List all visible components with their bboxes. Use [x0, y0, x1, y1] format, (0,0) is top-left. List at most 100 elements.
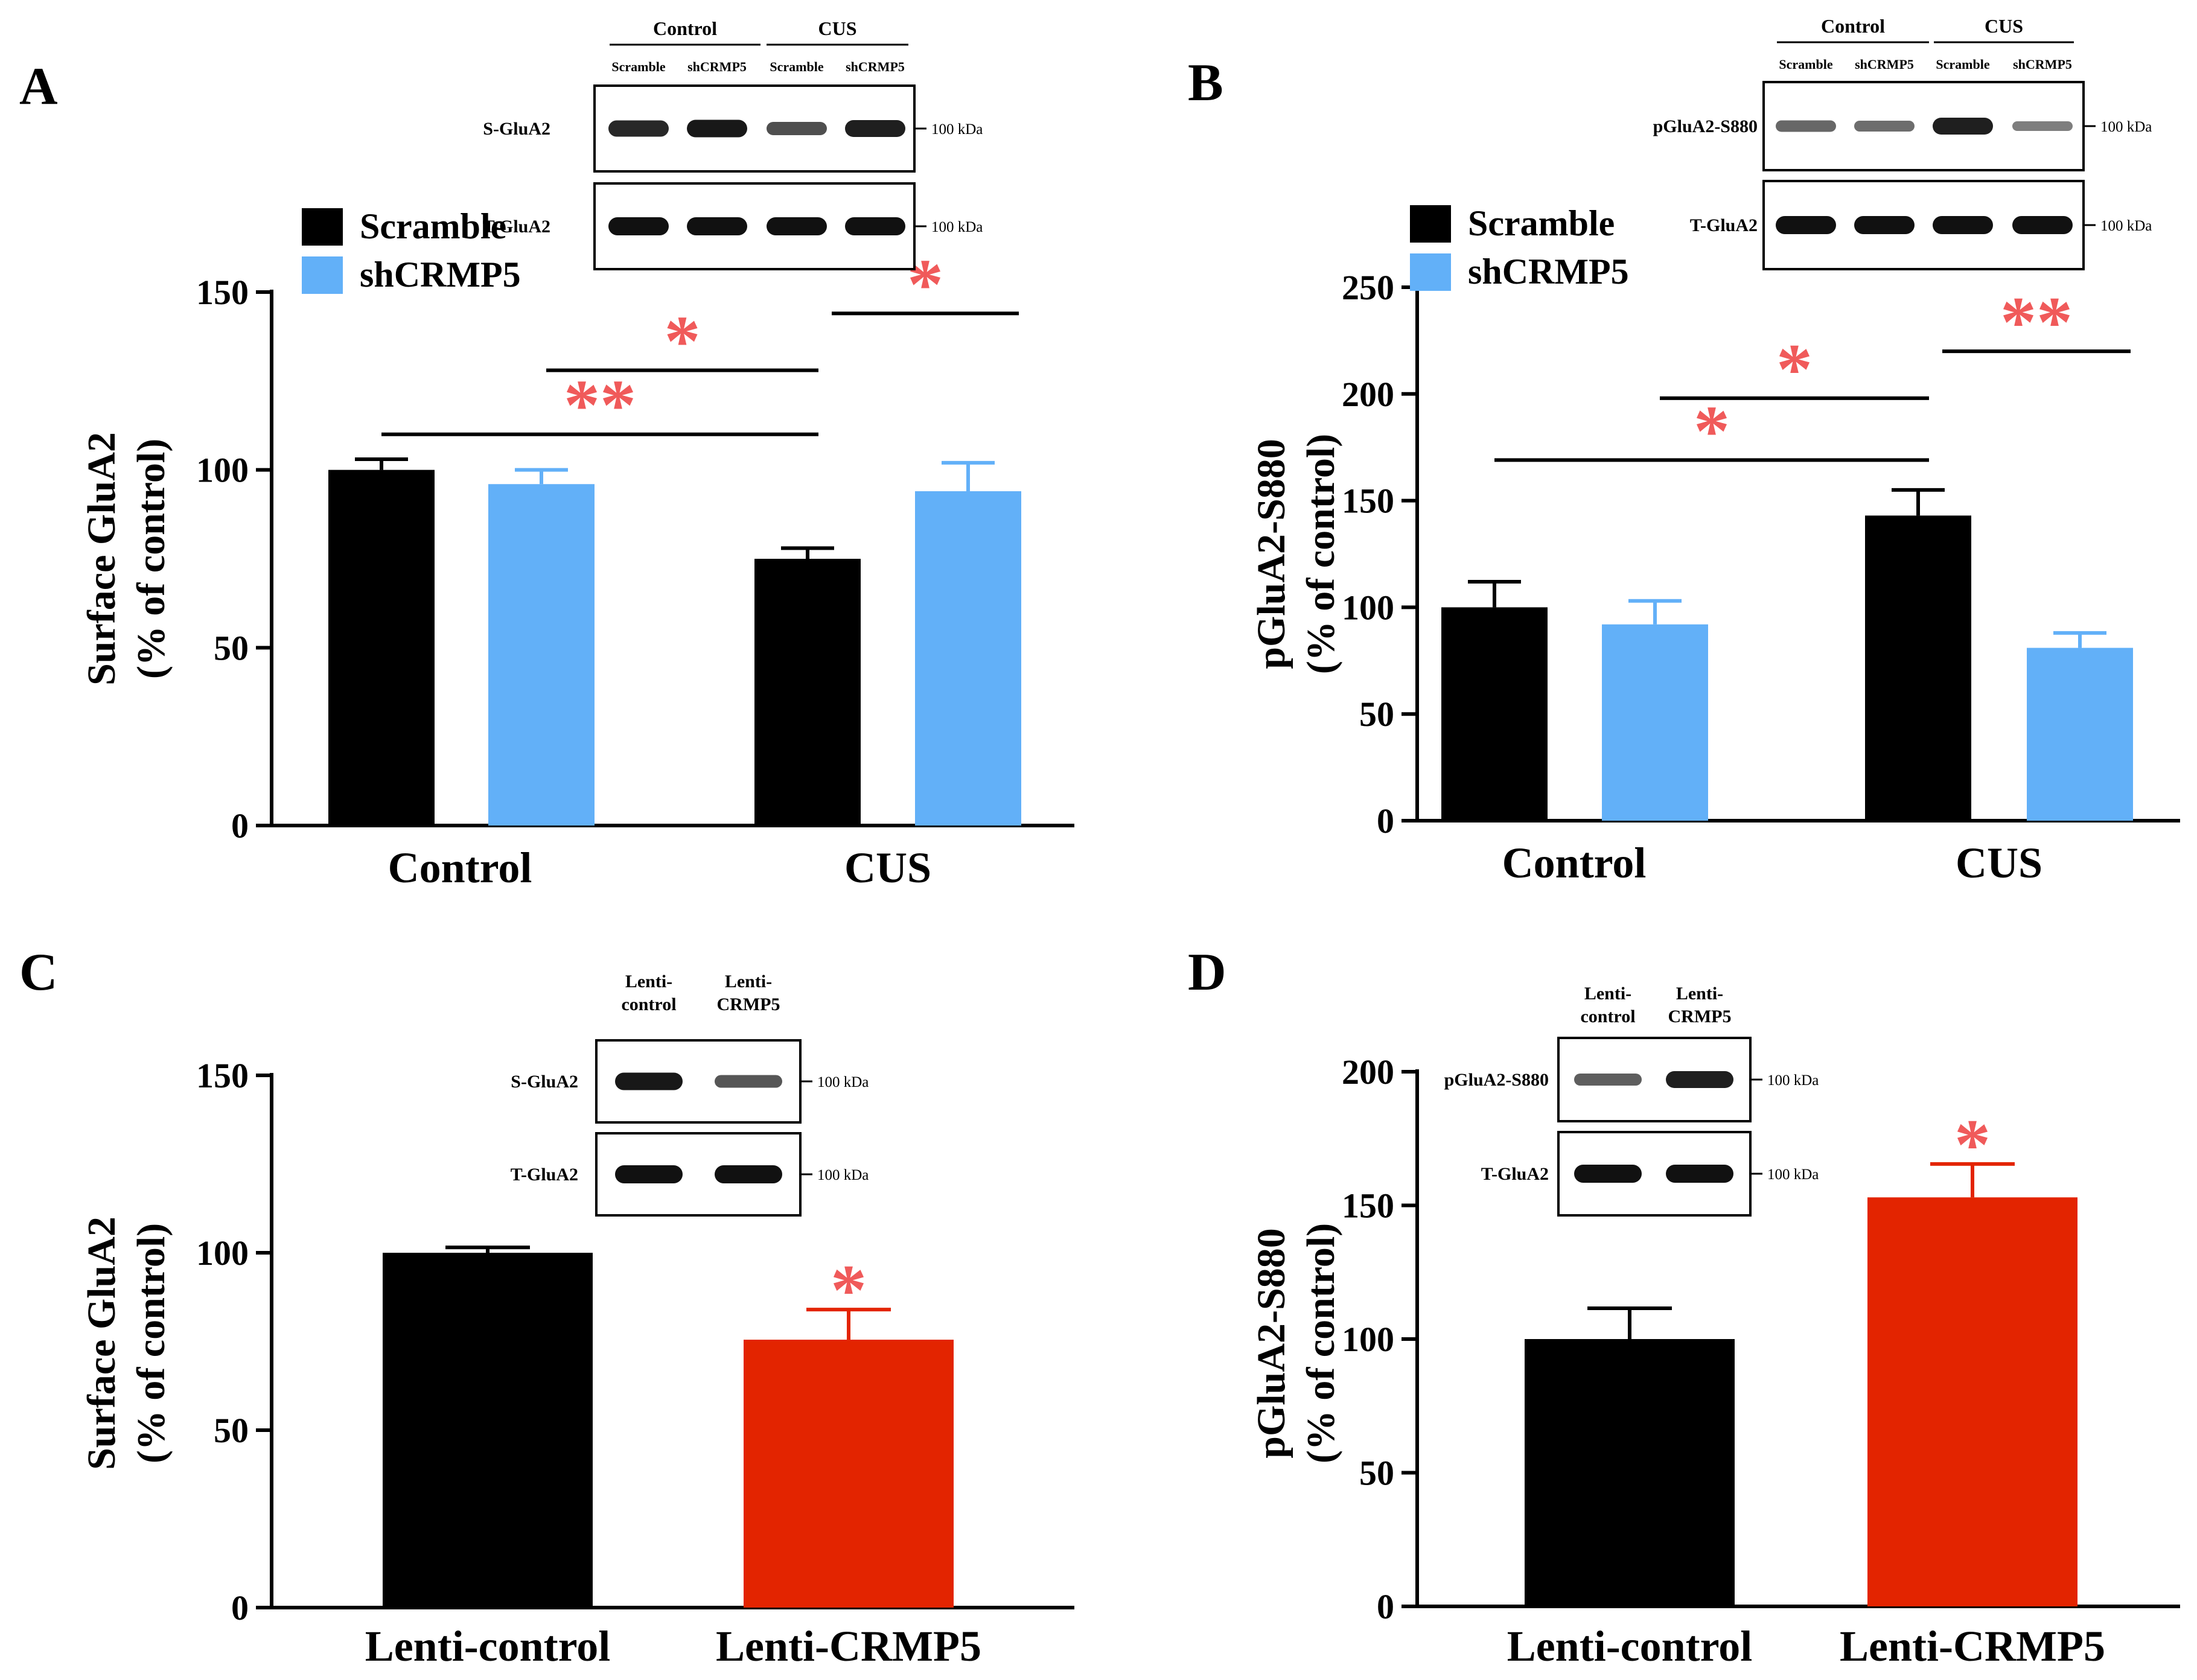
blot-lane-label: Scramble	[611, 59, 665, 74]
significance-star: *	[831, 1250, 867, 1330]
kda-label: 100 kDa	[817, 1167, 869, 1183]
blot-band	[1933, 118, 1993, 135]
blot-lane-label: Scramble	[1936, 57, 1989, 72]
category-label: Lenti-CRMP5	[716, 1622, 981, 1670]
category-label: Control	[388, 844, 532, 892]
blot-band	[1854, 121, 1915, 132]
category-label: CUS	[1956, 839, 2042, 887]
legend-label: Scramble	[1468, 203, 1615, 243]
legend-swatch-shcrmp5	[302, 256, 343, 294]
category-label: CUS	[844, 844, 931, 892]
western-blot-inset: Control CUS Scramble shCRMP5 Scramble shCRMP5…	[483, 18, 983, 270]
blot-band	[1666, 1071, 1733, 1088]
kda-label: 100 kDa	[1767, 1166, 1819, 1183]
y-axis-title: pGluA2-S880 (% of control)	[1249, 434, 1343, 674]
legend-label: shCRMP5	[360, 255, 521, 294]
y-axis-title-line1: Surface GluA2	[80, 432, 124, 686]
bar-lenti-control	[383, 1253, 593, 1608]
blot-band	[1666, 1165, 1733, 1183]
y-tick-label: 200	[1342, 375, 1394, 414]
blot-row-label: T-GluA2	[1690, 215, 1758, 235]
panel-c-chart: 0 50 100 150 Surface GluA2 (% of control) Lent…	[80, 972, 1074, 1670]
blot-band	[845, 217, 905, 235]
blot-group-label: CUS	[1985, 15, 2023, 37]
y-tick-label: 150	[196, 1056, 249, 1095]
y-tick-label: 150	[1342, 1186, 1394, 1226]
panel-letter-c: C	[19, 943, 58, 1002]
y-tick-label: 150	[1342, 482, 1394, 521]
y-axis-title: Surface GluA2 (% of control)	[80, 1217, 173, 1470]
blot-band	[608, 217, 669, 235]
blot-row-label: pGluA2-S880	[1444, 1070, 1549, 1090]
y-axis-title-line1: pGluA2-S880	[1249, 439, 1293, 669]
y-tick-label: 50	[1359, 695, 1394, 734]
blot-band	[845, 120, 905, 137]
blot-band	[715, 1075, 782, 1088]
blot-lane-label-line2: control	[621, 994, 676, 1014]
y-tick-label: 250	[1342, 268, 1394, 307]
y-tick-label: 0	[231, 806, 249, 845]
bar-scramble	[1441, 607, 1548, 821]
category-label: Lenti-control	[365, 1622, 611, 1670]
blot-row-label: T-GluA2	[511, 1165, 578, 1185]
blot-band	[1854, 216, 1915, 234]
blot-band	[1574, 1165, 1642, 1183]
blot-band	[2012, 121, 2073, 131]
blot-group-label: Control	[653, 18, 717, 39]
blot-band	[1574, 1074, 1642, 1086]
y-axis-title: pGluA2-S880 (% of control)	[1249, 1223, 1343, 1463]
y-tick-label: 200	[1342, 1052, 1394, 1092]
western-blot-inset: Control CUS Scramble shCRMP5 Scramble shCRMP5…	[1653, 15, 2152, 270]
blot-row-label: pGluA2-S880	[1653, 116, 1758, 136]
blot-band	[687, 217, 747, 235]
kda-label: 100 kDa	[2100, 119, 2152, 135]
bar-shcrmp5	[915, 491, 1021, 826]
category-label: Lenti-CRMP5	[1840, 1622, 2105, 1670]
blot-band	[2012, 216, 2073, 234]
blot-lane-label-line1: Lenti-	[625, 972, 672, 991]
legend-swatch-scramble	[302, 208, 343, 246]
blot-band	[1933, 216, 1993, 234]
y-axis-title-line1: pGluA2-S880	[1249, 1228, 1293, 1458]
kda-label: 100 kDa	[931, 121, 983, 138]
y-tick-label: 100	[1342, 588, 1394, 627]
y-axis-title-line2: (% of control)	[129, 1223, 173, 1463]
y-tick-label: 100	[1342, 1320, 1394, 1359]
blot-row-label: S-GluA2	[511, 1072, 578, 1092]
significance-star: **	[564, 365, 636, 445]
legend-label: shCRMP5	[1468, 252, 1629, 291]
blot-band	[767, 217, 827, 235]
bar-lenti-crmp5	[744, 1340, 954, 1608]
blot-band	[1776, 120, 1836, 132]
blot-band	[615, 1072, 683, 1090]
panel-letter-a: A	[19, 57, 58, 116]
y-tick-label: 0	[1377, 801, 1394, 841]
blot-lane-label-line2: CRMP5	[1668, 1007, 1732, 1026]
y-tick-label: 50	[1359, 1454, 1394, 1493]
category-label: Control	[1502, 839, 1647, 887]
y-tick-label: 150	[196, 273, 249, 312]
legend-label: Scramble	[360, 206, 506, 246]
category-label: Lenti-control	[1507, 1622, 1753, 1670]
significance-star: *	[1954, 1104, 1991, 1185]
kda-label: 100 kDa	[817, 1074, 869, 1090]
bar-lenti-crmp5	[1867, 1197, 2077, 1606]
blot-lane-label: shCRMP5	[846, 59, 905, 74]
legend-swatch-scramble	[1410, 205, 1451, 243]
bar-scramble	[328, 469, 435, 826]
blot-group-label: CUS	[818, 18, 856, 39]
blot-lane-label: shCRMP5	[2013, 57, 2072, 72]
blot-band	[615, 1165, 683, 1183]
blot-band	[608, 120, 669, 137]
y-axis-title-line2: (% of control)	[129, 439, 173, 679]
blot-lane-label: Scramble	[1779, 57, 1832, 72]
blot-lane-label-line1: Lenti-	[1584, 984, 1631, 1004]
blot-lane-label-line2: control	[1580, 1007, 1635, 1026]
y-axis-title-line2: (% of control)	[1299, 434, 1343, 674]
panel-letter-d: D	[1188, 943, 1226, 1002]
blot-band	[687, 119, 747, 138]
blot-lane-label-line1: Lenti-	[725, 972, 772, 991]
y-axis-title-line2: (% of control)	[1299, 1223, 1343, 1463]
